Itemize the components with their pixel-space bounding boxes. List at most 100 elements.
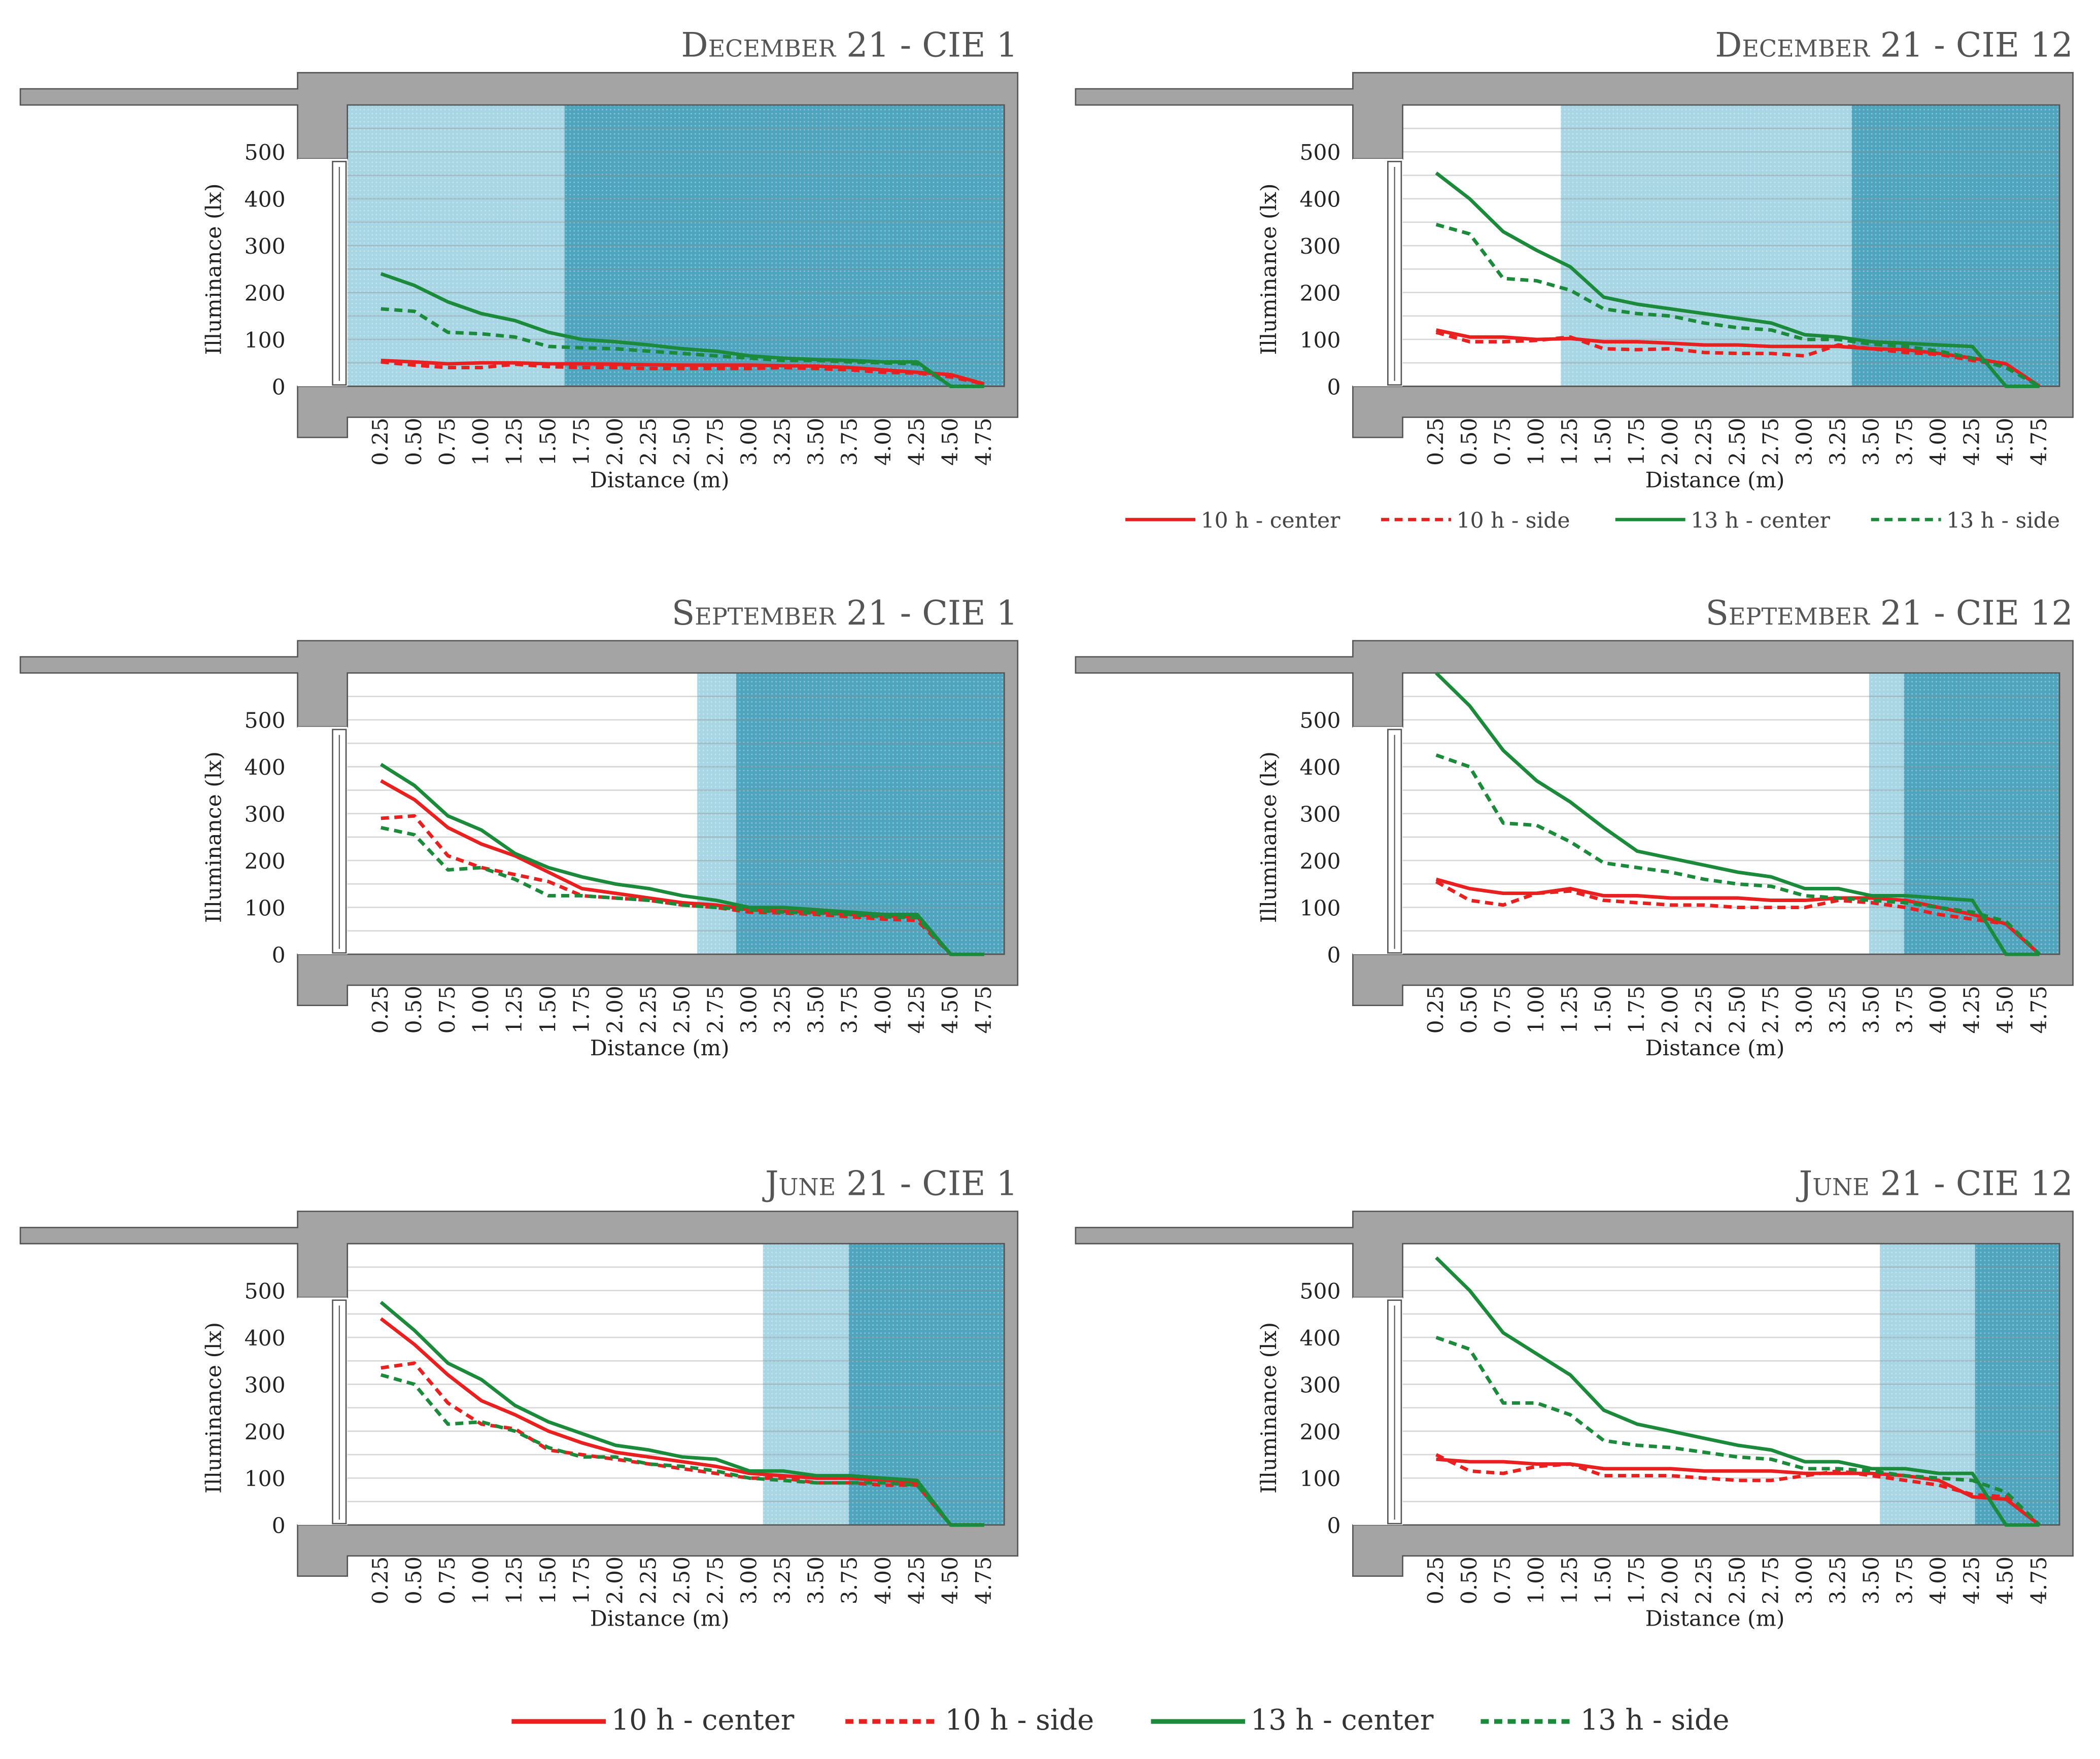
- x-tick-label: 2.00: [1658, 418, 1683, 466]
- x-tick-label: 4.00: [871, 1557, 896, 1605]
- y-tick-label: 500: [1300, 141, 1341, 165]
- y-tick-label: 300: [245, 803, 286, 827]
- x-tick-label: 2.25: [636, 1557, 661, 1605]
- x-tick-label: 0.25: [1424, 986, 1449, 1034]
- x-tick-label: 0.25: [368, 418, 393, 466]
- x-tick-label: 3.00: [737, 986, 762, 1034]
- x-axis-label: Distance (m): [590, 1607, 730, 1632]
- x-tick-label: 0.25: [1424, 418, 1449, 466]
- x-tick-label: 4.25: [1960, 986, 1985, 1034]
- chart-title: June 21 - CIE 12: [1796, 1164, 2073, 1203]
- x-tick-label: 4.75: [972, 986, 996, 1034]
- x-tick-label: 3.00: [737, 418, 762, 466]
- x-tick-label: 2.75: [704, 1557, 729, 1605]
- x-axis-label: Distance (m): [1645, 1036, 1785, 1061]
- y-tick-label: 200: [1300, 849, 1341, 874]
- x-tick-label: 1.00: [1524, 986, 1549, 1034]
- x-tick-label: 1.25: [502, 418, 527, 466]
- y-tick-label: 500: [1300, 1280, 1341, 1304]
- x-tick-label: 1.50: [536, 1557, 561, 1605]
- y-tick-label: 400: [1300, 188, 1341, 213]
- y-tick-label: 300: [245, 234, 286, 259]
- x-tick-label: 4.75: [2027, 986, 2052, 1034]
- chart-panel: December 21 - CIE 10100200300400500Illum…: [20, 25, 1018, 493]
- y-tick-label: 0: [272, 1514, 286, 1539]
- x-tick-label: 1.00: [469, 1557, 494, 1605]
- chart-title: September 21 - CIE 1: [672, 593, 1018, 633]
- y-tick-label: 0: [272, 943, 286, 968]
- x-tick-label: 1.50: [536, 986, 561, 1034]
- x-tick-label: 4.00: [871, 418, 896, 466]
- y-tick-label: 100: [245, 1467, 286, 1492]
- y-tick-label: 100: [1300, 1467, 1341, 1492]
- y-tick-label: 200: [245, 1420, 286, 1445]
- x-tick-label: 3.75: [1893, 1557, 1918, 1605]
- x-tick-label: 1.00: [1524, 418, 1549, 466]
- x-tick-label: 2.00: [1658, 986, 1683, 1034]
- x-tick-label: 3.25: [771, 1557, 796, 1605]
- chart-panel: December 21 - CIE 120100200300400500Illu…: [1076, 25, 2073, 493]
- chart-panel: September 21 - CIE 120100200300400500Ill…: [1076, 593, 2073, 1061]
- y-axis-label: Illuminance (lx): [201, 184, 226, 355]
- x-tick-label: 1.00: [469, 986, 494, 1034]
- y-tick-label: 400: [245, 188, 286, 213]
- x-tick-label: 0.25: [368, 1557, 393, 1605]
- x-tick-label: 4.50: [1993, 418, 2018, 466]
- x-tick-label: 1.75: [569, 418, 594, 466]
- y-tick-label: 0: [272, 375, 286, 400]
- x-tick-label: 4.00: [1926, 418, 1951, 466]
- y-tick-label: 500: [245, 141, 286, 165]
- x-tick-label: 0.75: [435, 418, 460, 466]
- x-tick-label: 2.50: [1725, 986, 1750, 1034]
- y-axis-label: Illuminance (lx): [1257, 1322, 1282, 1494]
- x-axis-label: Distance (m): [1645, 468, 1785, 493]
- x-tick-label: 4.75: [972, 1557, 996, 1605]
- x-tick-label: 2.75: [704, 986, 729, 1034]
- legend-label: 10 h - side: [1457, 508, 1570, 533]
- y-tick-label: 200: [245, 281, 286, 306]
- x-tick-label: 4.25: [905, 418, 929, 466]
- x-tick-label: 2.25: [1692, 418, 1716, 466]
- x-tick-label: 1.75: [569, 986, 594, 1034]
- y-tick-label: 300: [1300, 1373, 1341, 1398]
- x-tick-label: 2.25: [636, 986, 661, 1034]
- y-tick-label: 400: [245, 1326, 286, 1351]
- x-tick-label: 4.00: [1926, 986, 1951, 1034]
- chart-title: June 21 - CIE 1: [762, 1164, 1018, 1203]
- legend-label: 13 h - center: [1691, 508, 1831, 533]
- x-tick-label: 4.50: [1993, 1557, 2018, 1605]
- x-tick-label: 0.25: [368, 986, 393, 1034]
- x-tick-label: 3.25: [1826, 986, 1850, 1034]
- x-tick-label: 2.50: [670, 1557, 695, 1605]
- x-tick-label: 4.25: [1960, 418, 1985, 466]
- x-tick-label: 0.50: [1457, 418, 1482, 466]
- x-tick-label: 0.25: [1424, 1557, 1449, 1605]
- chart-title: December 21 - CIE 12: [1715, 25, 2073, 64]
- legend-label: 10 h - side: [945, 1704, 1094, 1737]
- y-tick-label: 0: [1327, 375, 1341, 400]
- x-tick-label: 1.25: [502, 986, 527, 1034]
- x-tick-label: 3.50: [1860, 418, 1884, 466]
- x-tick-label: 3.25: [1826, 1557, 1850, 1605]
- x-tick-label: 1.25: [502, 1557, 527, 1605]
- y-tick-label: 100: [245, 896, 286, 921]
- x-tick-label: 2.75: [1759, 418, 1783, 466]
- x-tick-label: 3.50: [1860, 986, 1884, 1034]
- x-tick-label: 2.00: [603, 1557, 628, 1605]
- x-tick-label: 4.00: [1926, 1557, 1951, 1605]
- x-tick-label: 0.75: [1491, 418, 1516, 466]
- x-tick-label: 4.50: [938, 418, 963, 466]
- y-axis-label: Illuminance (lx): [1257, 184, 1282, 355]
- x-tick-label: 2.50: [1725, 418, 1750, 466]
- x-tick-label: 4.50: [1993, 986, 2018, 1034]
- x-tick-label: 2.25: [1692, 986, 1716, 1034]
- x-axis-label: Distance (m): [1645, 1607, 1785, 1632]
- x-tick-label: 0.75: [435, 986, 460, 1034]
- x-tick-label: 1.50: [1591, 1557, 1616, 1605]
- x-tick-label: 2.50: [670, 418, 695, 466]
- x-tick-label: 2.75: [1759, 986, 1783, 1034]
- y-axis-label: Illuminance (lx): [1257, 751, 1282, 923]
